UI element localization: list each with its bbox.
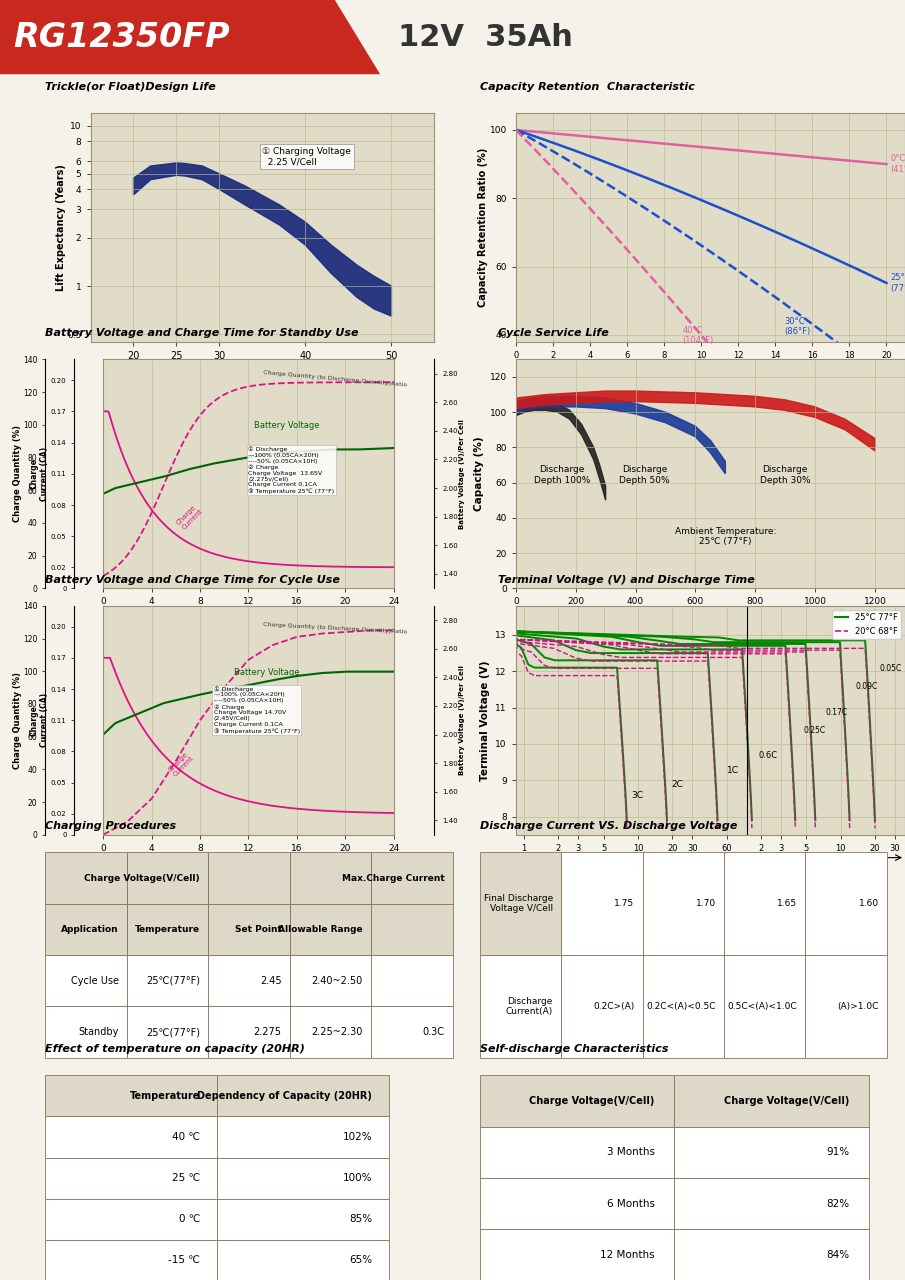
Text: 2C: 2C (672, 781, 683, 790)
Text: 0.05C: 0.05C (880, 664, 902, 673)
Text: 1C: 1C (727, 765, 738, 774)
Legend: 25°C 77°F, 20°C 68°F: 25°C 77°F, 20°C 68°F (832, 611, 900, 639)
Polygon shape (0, 0, 380, 74)
Y-axis label: Charge Quantity (%): Charge Quantity (%) (13, 425, 22, 522)
Text: Discharge
Depth 50%: Discharge Depth 50% (619, 465, 670, 485)
Text: Battery Voltage and Charge Time for Cycle Use: Battery Voltage and Charge Time for Cycl… (45, 575, 340, 585)
Text: 25°C
(77°F): 25°C (77°F) (891, 273, 905, 293)
X-axis label: Temperature (℃): Temperature (℃) (212, 366, 313, 376)
Y-axis label: Charge
Current (CA): Charge Current (CA) (30, 694, 50, 748)
Text: Min: Min (641, 856, 658, 867)
Polygon shape (134, 163, 392, 316)
Text: ① Discharge
—100% (0.05CA×20H)
----50% (0.05CA×10H)
② Charge
Charge Voltage  13.: ① Discharge —100% (0.05CA×20H) ----50% (… (248, 447, 335, 494)
X-axis label: Charge Time (H): Charge Time (H) (200, 859, 297, 868)
Text: Charge
Current: Charge Current (167, 750, 195, 777)
Polygon shape (516, 392, 875, 451)
Polygon shape (516, 397, 726, 474)
Y-axis label: Battery Voltage (V)/Per Cell: Battery Voltage (V)/Per Cell (459, 419, 465, 529)
Text: Discharge
Depth 100%: Discharge Depth 100% (534, 465, 590, 485)
Text: Charge
Current: Charge Current (176, 503, 204, 531)
Text: Terminal Voltage (V) and Discharge Time: Terminal Voltage (V) and Discharge Time (498, 575, 755, 585)
Text: 12V  35Ah: 12V 35Ah (398, 23, 573, 51)
Polygon shape (516, 402, 605, 500)
Text: RG12350FP: RG12350FP (14, 20, 230, 54)
Text: Cycle Service Life: Cycle Service Life (498, 328, 608, 338)
Text: Discharge Current VS. Discharge Voltage: Discharge Current VS. Discharge Voltage (480, 820, 737, 831)
X-axis label: Discharge Time (Min): Discharge Time (Min) (647, 859, 774, 868)
Text: 0.17C: 0.17C (825, 708, 847, 717)
Text: Capacity Retention  Characteristic: Capacity Retention Characteristic (480, 82, 694, 92)
Text: Charge Quantity (to Discharge Quantity)Ratio: Charge Quantity (to Discharge Quantity)R… (263, 370, 407, 388)
Text: Hr: Hr (802, 856, 814, 867)
Y-axis label: Charge
Current (CA): Charge Current (CA) (30, 447, 50, 500)
Text: 0.6C: 0.6C (759, 751, 778, 760)
Text: Charging Procedures: Charging Procedures (45, 820, 176, 831)
Text: Self-discharge Characteristics: Self-discharge Characteristics (480, 1044, 668, 1055)
Text: ① Charging Voltage
  2.25 V/Cell: ① Charging Voltage 2.25 V/Cell (262, 147, 351, 166)
Text: 0°C
(41°F): 0°C (41°F) (891, 155, 905, 174)
Text: Trickle(or Float)Design Life: Trickle(or Float)Design Life (45, 82, 216, 92)
Y-axis label: Battery Voltage (V)/Per Cell: Battery Voltage (V)/Per Cell (459, 666, 465, 776)
Y-axis label: Charge Quantity (%): Charge Quantity (%) (13, 672, 22, 769)
Text: Battery Voltage: Battery Voltage (254, 421, 319, 430)
Text: 0.09C: 0.09C (856, 682, 878, 691)
Text: Effect of temperature on capacity (20HR): Effect of temperature on capacity (20HR) (45, 1044, 305, 1055)
Y-axis label: Terminal Voltage (V): Terminal Voltage (V) (480, 660, 490, 781)
Text: Charge Quantity (to Discharge Quantity)Ratio: Charge Quantity (to Discharge Quantity)R… (263, 622, 407, 635)
Text: ① Discharge
—100% (0.05CA×20H)
----50% (0.05CA×10H)
② Charge
Charge Voltage 14.7: ① Discharge —100% (0.05CA×20H) ----50% (… (214, 686, 300, 733)
Y-axis label: Capacity Retention Ratio (%): Capacity Retention Ratio (%) (478, 147, 488, 307)
X-axis label: Charge Time (H): Charge Time (H) (200, 612, 297, 622)
X-axis label: Number of Cycles (Times): Number of Cycles (Times) (634, 612, 786, 622)
Text: Discharge
Depth 30%: Discharge Depth 30% (760, 465, 811, 485)
Y-axis label: Capacity (%): Capacity (%) (474, 436, 484, 511)
Text: 3C: 3C (632, 791, 643, 800)
Text: Ambient Temperature:
25℃ (77°F): Ambient Temperature: 25℃ (77°F) (675, 527, 776, 547)
Text: 0.25C: 0.25C (804, 726, 825, 735)
Y-axis label: Lift Expectancy (Years): Lift Expectancy (Years) (56, 164, 66, 291)
Text: Battery Voltage: Battery Voltage (233, 667, 300, 677)
Text: 30°C
(86°F): 30°C (86°F) (785, 317, 811, 337)
Text: Battery Voltage and Charge Time for Standby Use: Battery Voltage and Charge Time for Stan… (45, 328, 358, 338)
Text: 40°C
(104°F): 40°C (104°F) (682, 326, 714, 346)
X-axis label: Storage Period (Month): Storage Period (Month) (641, 365, 780, 375)
